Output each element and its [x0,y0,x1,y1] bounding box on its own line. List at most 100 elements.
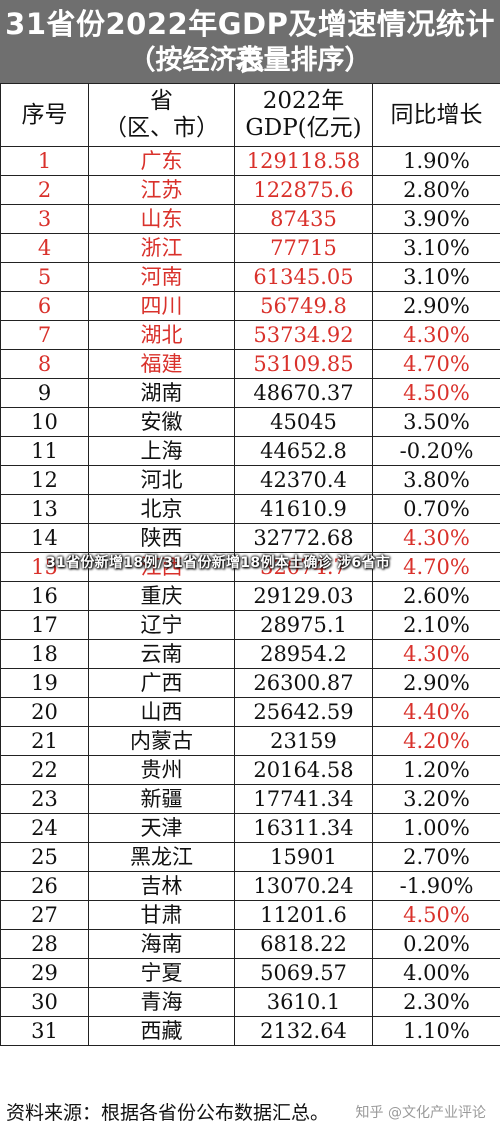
gdp-cell: 5069.57 [234,958,373,988]
gdp-cell: 41610.9 [234,494,373,524]
growth-cell: 4.50% [372,900,500,930]
growth-cell: 3.80% [372,465,500,495]
gdp-cell: 48670.37 [234,378,373,408]
province-cell: 辽宁 [88,610,235,640]
growth-cell: 3.50% [372,407,500,437]
rank-cell: 10 [0,407,89,437]
growth-cell: 2.60% [372,581,500,611]
gdp-cell: 44652.8 [234,436,373,466]
province-cell: 陕西 [88,523,235,553]
rank-cell: 8 [0,349,89,379]
gdp-cell: 20164.58 [234,755,373,785]
growth-cell: 0.20% [372,929,500,959]
rank-cell: 1 [0,146,89,176]
gdp-cell: 13070.24 [234,871,373,901]
rank-cell: 5 [0,262,89,292]
gdp-cell: 6818.22 [234,929,373,959]
rank-cell: 27 [0,900,89,930]
rank-cell: 24 [0,813,89,843]
table-body: 1 广东 129118.58 1.90% 2 江苏 122875.6 2.80% 3 山东 8743… [0,146,500,1046]
growth-cell: 1.20% [372,755,500,785]
gdp-cell: 53734.92 [234,320,373,350]
page-title: 31省份2022年GDP及增速情况统计表 [5,7,495,77]
growth-cell: 2.70% [372,842,500,872]
province-cell: 湖南 [88,378,235,408]
rank-cell: 12 [0,465,89,495]
growth-cell: 2.90% [372,668,500,698]
province-cell: 安徽 [88,407,235,437]
table-row: 8 福建 53109.85 4.70% [0,349,500,379]
gdp-cell: 2132.64 [234,1016,373,1046]
gdp-cell: 25642.59 [234,697,373,727]
growth-cell: -0.20% [372,436,500,466]
table-row: 4 浙江 77715 3.10% [0,233,500,263]
gdp-cell: 28975.1 [234,610,373,640]
gdp-cell: 26300.87 [234,668,373,698]
province-cell: 广西 [88,668,235,698]
province-cell: 河北 [88,465,235,495]
growth-cell: 4.70% [372,552,500,582]
province-cell: 甘肃 [88,900,235,930]
gdp-cell: 17741.34 [234,784,373,814]
province-cell: 内蒙古 [88,726,235,756]
rank-cell: 2 [0,175,89,205]
table-row: 20 山西 25642.59 4.40% [0,697,500,727]
rank-cell: 19 [0,668,89,698]
rank-cell: 9 [0,378,89,408]
rank-cell: 16 [0,581,89,611]
table-row: 1 广东 129118.58 1.90% [0,146,500,176]
growth-cell: 2.10% [372,610,500,640]
growth-cell: 3.20% [372,784,500,814]
growth-cell: 4.30% [372,320,500,350]
growth-cell: 1.90% [372,146,500,176]
gdp-cell: 122875.6 [234,175,373,205]
gdp-table: 序号 省 （区、市） 2022年 GDP(亿元) 同比增长 1 广东 129118.… [0,83,500,1046]
table-row: 10 安徽 45045 3.50% [0,407,500,437]
rank-cell: 6 [0,291,89,321]
rank-cell: 11 [0,436,89,466]
province-cell: 青海 [88,987,235,1017]
rank-cell: 18 [0,639,89,669]
column-header-growth: 同比增长 [372,83,500,147]
table-row: 31 西藏 2132.64 1.10% [0,1016,500,1046]
gdp-cell: 53109.85 [234,349,373,379]
gdp-cell: 87435 [234,204,373,234]
gdp-cell: 29129.03 [234,581,373,611]
news-caption-overlay: 31省份新增18例/31省份新增18例本土确诊 涉6省市 [46,555,391,571]
table-row: 3 山东 87435 3.90% [0,204,500,234]
province-cell: 湖北 [88,320,235,350]
column-header-rank: 序号 [0,83,89,147]
rank-cell: 28 [0,929,89,959]
table-row: 22 贵州 20164.58 1.20% [0,755,500,785]
growth-cell: 4.50% [372,378,500,408]
table-row: 16 重庆 29129.03 2.60% [0,581,500,611]
growth-cell: 4.30% [372,639,500,669]
table-row: 9 湖南 48670.37 4.50% [0,378,500,408]
column-header-gdp: 2022年 GDP(亿元) [234,83,373,147]
table-row: 23 新疆 17741.34 3.20% [0,784,500,814]
rank-cell: 17 [0,610,89,640]
rank-cell: 3 [0,204,89,234]
table-row: 27 甘肃 11201.6 4.50% [0,900,500,930]
province-cell: 重庆 [88,581,235,611]
gdp-cell: 32074.7 [234,552,373,582]
growth-cell: 4.70% [372,349,500,379]
province-cell: 广东 [88,146,235,176]
growth-cell: -1.90% [372,871,500,901]
source-note: 资料来源：根据各省份公布数据汇总。 [6,1102,330,1124]
province-cell: 福建 [88,349,235,379]
rank-cell: 21 [0,726,89,756]
gdp-cell: 77715 [234,233,373,263]
table-row: 7 湖北 53734.92 4.30% [0,320,500,350]
province-cell: 河南 [88,262,235,292]
province-cell: 山东 [88,204,235,234]
rank-cell: 22 [0,755,89,785]
table-row: 17 辽宁 28975.1 2.10% [0,610,500,640]
province-cell: 贵州 [88,755,235,785]
growth-cell: 1.00% [372,813,500,843]
gdp-cell: 11201.6 [234,900,373,930]
gdp-cell: 45045 [234,407,373,437]
table-row: 14 陕西 32772.68 4.30% [0,523,500,553]
growth-cell: 3.90% [372,204,500,234]
gdp-cell: 61345.05 [234,262,373,292]
